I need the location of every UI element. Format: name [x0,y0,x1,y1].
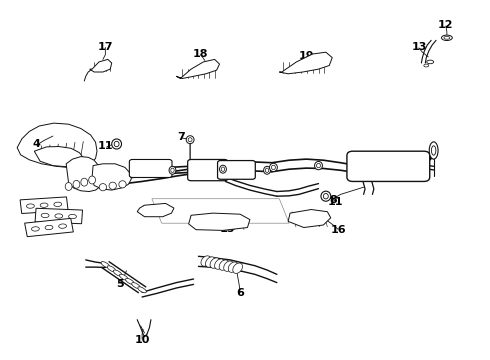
FancyBboxPatch shape [129,159,172,177]
Ellipse shape [171,168,174,172]
Text: 6: 6 [236,288,244,298]
Ellipse shape [271,165,275,170]
Ellipse shape [132,283,140,289]
Ellipse shape [112,139,122,149]
Text: 11: 11 [98,141,113,151]
Ellipse shape [120,274,128,280]
Ellipse shape [321,191,331,201]
Ellipse shape [205,257,215,267]
Text: 1: 1 [82,177,90,187]
Ellipse shape [65,183,72,190]
Ellipse shape [31,227,39,231]
Ellipse shape [107,266,116,272]
Text: 17: 17 [98,42,113,52]
Polygon shape [17,123,97,168]
Ellipse shape [215,259,224,269]
Ellipse shape [233,263,243,273]
Ellipse shape [41,213,49,218]
Ellipse shape [315,162,322,170]
Text: 8: 8 [329,195,337,205]
Ellipse shape [323,194,328,199]
Ellipse shape [169,166,176,174]
Ellipse shape [119,181,126,188]
Polygon shape [90,59,112,72]
Ellipse shape [429,142,438,159]
Polygon shape [34,147,83,167]
Text: 15: 15 [220,224,236,234]
Polygon shape [24,219,74,237]
Polygon shape [35,208,82,224]
Ellipse shape [188,138,192,142]
FancyBboxPatch shape [188,159,228,181]
Ellipse shape [431,146,436,155]
Text: 18: 18 [193,49,209,59]
Ellipse shape [427,60,434,64]
Ellipse shape [264,166,270,174]
Ellipse shape [317,163,320,168]
Ellipse shape [81,178,88,186]
Ellipse shape [73,180,80,188]
FancyBboxPatch shape [347,151,430,181]
Ellipse shape [40,203,48,207]
Text: 4: 4 [33,139,41,149]
Text: 13: 13 [411,42,427,52]
Ellipse shape [266,168,269,172]
Text: 5: 5 [116,279,124,289]
Text: 11: 11 [328,197,343,207]
Ellipse shape [69,214,76,219]
Text: 2: 2 [116,171,124,181]
Ellipse shape [441,35,452,41]
Ellipse shape [270,163,277,171]
Ellipse shape [224,261,233,271]
Text: 9: 9 [425,153,433,163]
Ellipse shape [113,270,122,276]
Polygon shape [152,199,289,223]
Polygon shape [137,203,174,217]
Ellipse shape [109,182,116,189]
Ellipse shape [444,36,450,39]
FancyBboxPatch shape [218,161,255,179]
Ellipse shape [221,167,225,171]
Ellipse shape [59,224,67,228]
Text: 16: 16 [330,225,346,235]
Ellipse shape [125,278,134,284]
Ellipse shape [186,136,194,144]
Polygon shape [66,157,103,192]
Ellipse shape [114,141,119,147]
Ellipse shape [101,262,110,267]
Ellipse shape [26,204,34,208]
Ellipse shape [424,64,429,67]
Ellipse shape [219,260,229,270]
Ellipse shape [210,258,220,268]
Ellipse shape [89,176,96,184]
Ellipse shape [55,214,63,218]
Polygon shape [176,59,220,78]
Ellipse shape [228,262,238,273]
Ellipse shape [45,225,53,230]
Polygon shape [92,164,131,190]
Text: 14: 14 [154,206,170,216]
Polygon shape [189,213,250,230]
Text: 10: 10 [134,335,150,345]
Ellipse shape [220,165,226,173]
Ellipse shape [54,202,62,207]
Text: 12: 12 [438,20,454,30]
Polygon shape [288,210,331,228]
Text: 7: 7 [177,132,185,142]
Polygon shape [279,52,332,74]
Ellipse shape [138,287,147,293]
Text: 19: 19 [298,51,314,61]
Text: 3: 3 [43,215,50,225]
Ellipse shape [201,256,211,266]
Ellipse shape [99,184,106,191]
Polygon shape [20,197,68,213]
